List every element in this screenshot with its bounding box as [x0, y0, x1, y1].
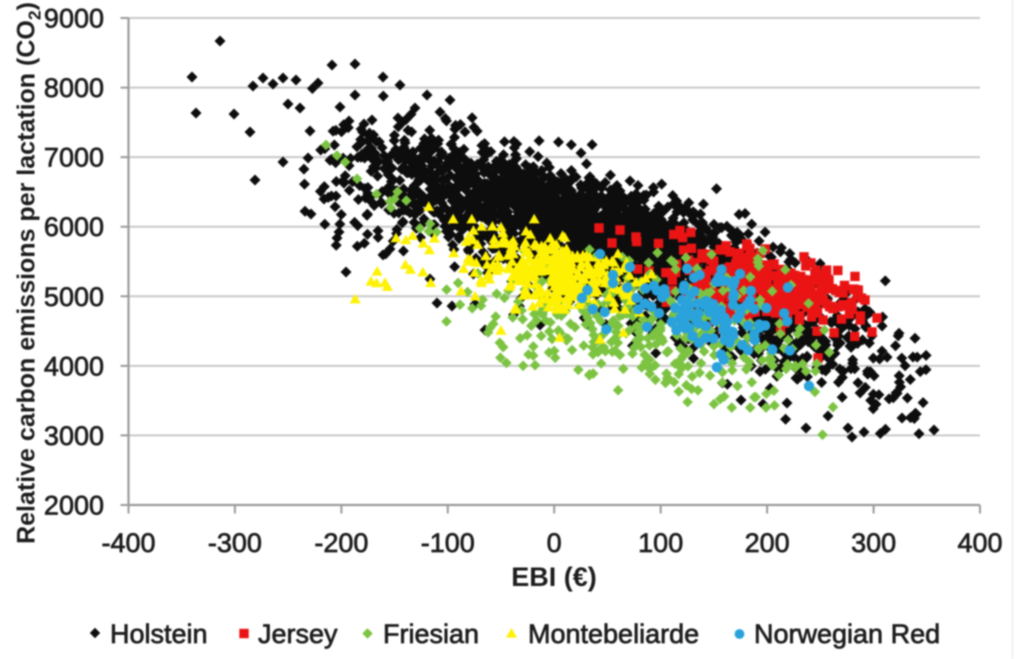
svg-text:-100: -100 [421, 528, 475, 558]
svg-text:Norwegian Red: Norwegian Red [754, 619, 940, 649]
svg-text:Montebeliarde: Montebeliarde [528, 619, 699, 649]
svg-text:9000: 9000 [44, 4, 104, 34]
svg-text:6000: 6000 [44, 212, 104, 242]
svg-text:Holstein: Holstein [110, 619, 208, 649]
svg-text:2000: 2000 [44, 491, 104, 521]
svg-text:3000: 3000 [44, 421, 104, 451]
svg-text:Relative carbon emissions per: Relative carbon emissions per lactation … [13, 2, 45, 544]
svg-text:Friesian: Friesian [383, 619, 479, 649]
svg-text:Jersey: Jersey [258, 619, 338, 649]
svg-text:8000: 8000 [44, 73, 104, 103]
svg-text:100: 100 [638, 528, 683, 558]
svg-text:0: 0 [547, 528, 562, 558]
svg-text:-200: -200 [314, 528, 368, 558]
svg-text:-300: -300 [208, 528, 262, 558]
svg-text:4000: 4000 [44, 351, 104, 381]
svg-text:200: 200 [745, 528, 790, 558]
svg-text:EBI (€): EBI (€) [511, 562, 597, 592]
svg-text:400: 400 [957, 528, 1002, 558]
svg-text:5000: 5000 [44, 282, 104, 312]
svg-text:300: 300 [851, 528, 896, 558]
svg-text:-400: -400 [101, 528, 155, 558]
svg-text:7000: 7000 [44, 143, 104, 173]
